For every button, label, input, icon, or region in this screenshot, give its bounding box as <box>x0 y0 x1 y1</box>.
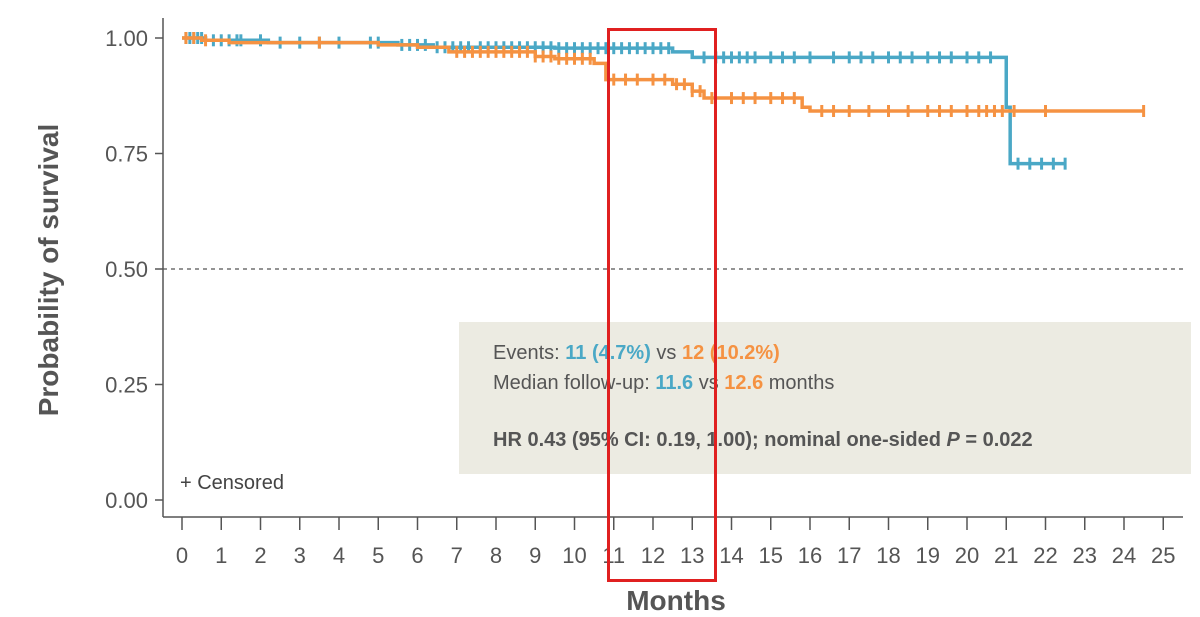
x-tick-label: 5 <box>372 543 384 568</box>
x-tick-label: 0 <box>176 543 188 568</box>
summary-annotation-box: Events: 11 (4.7%) vs 12 (10.2%) Median f… <box>459 322 1191 474</box>
hr-text: HR 0.43 (95% CI: 0.19, 1.00); nominal on… <box>493 429 947 451</box>
followup-vs: vs <box>693 372 725 394</box>
y-axis-title: Probability of survival <box>33 124 64 417</box>
x-tick-label: 14 <box>719 543 743 568</box>
x-tick-label: 25 <box>1151 543 1175 568</box>
y-tick-label: 0.50 <box>105 257 148 282</box>
x-tick-label: 7 <box>451 543 463 568</box>
p-symbol: P <box>946 429 960 451</box>
x-tick-label: 4 <box>333 543 345 568</box>
followup-arm-b: 12.6 <box>724 372 764 394</box>
x-tick-label: 2 <box>254 543 266 568</box>
x-tick-label: 24 <box>1112 543 1136 568</box>
x-tick-label: 10 <box>562 543 586 568</box>
followup-line: Median follow-up: 11.6 vs 12.6 months <box>493 372 834 395</box>
p-value: = 0.022 <box>959 429 1033 451</box>
x-tick-label: 22 <box>1033 543 1057 568</box>
survival-curve-arm-a <box>182 36 1066 166</box>
highlight-box-months-11-13 <box>607 28 717 582</box>
x-tick-label: 12 <box>641 543 665 568</box>
x-axis-title: Months <box>626 585 726 616</box>
y-tick-label: 1.00 <box>105 26 148 51</box>
followup-unit: months <box>763 372 835 394</box>
x-tick-label: 6 <box>411 543 423 568</box>
x-tick-label: 1 <box>215 543 227 568</box>
followup-label: Median follow-up: <box>493 372 656 394</box>
followup-arm-a: 11.6 <box>655 372 694 394</box>
hazard-ratio-line: HR 0.43 (95% CI: 0.19, 1.00); nominal on… <box>493 429 1033 452</box>
events-arm-b: 12 (10.2%) <box>682 342 780 364</box>
x-tick-label: 3 <box>294 543 306 568</box>
x-tick-label: 13 <box>680 543 704 568</box>
x-tick-label: 21 <box>994 543 1018 568</box>
events-label: Events: <box>493 342 566 364</box>
y-tick-label: 0.25 <box>105 373 148 398</box>
x-tick-label: 20 <box>955 543 979 568</box>
y-tick-label: 0.00 <box>105 488 148 513</box>
x-tick-label: 23 <box>1073 543 1097 568</box>
x-tick-label: 8 <box>490 543 502 568</box>
survival-curves <box>182 32 1146 170</box>
x-tick-label: 18 <box>876 543 900 568</box>
axes: 0.000.250.500.751.000 1 2 3 4 5 6 7 8 9 10 11 12 13 14… <box>105 18 1183 568</box>
x-tick-label: 19 <box>916 543 940 568</box>
x-tick-label: 16 <box>798 543 822 568</box>
events-vs: vs <box>650 342 682 364</box>
censored-legend: + Censored <box>180 472 284 494</box>
x-tick-label: 9 <box>529 543 541 568</box>
x-tick-label: 17 <box>837 543 861 568</box>
x-tick-label: 15 <box>759 543 783 568</box>
y-tick-label: 0.75 <box>105 142 148 167</box>
